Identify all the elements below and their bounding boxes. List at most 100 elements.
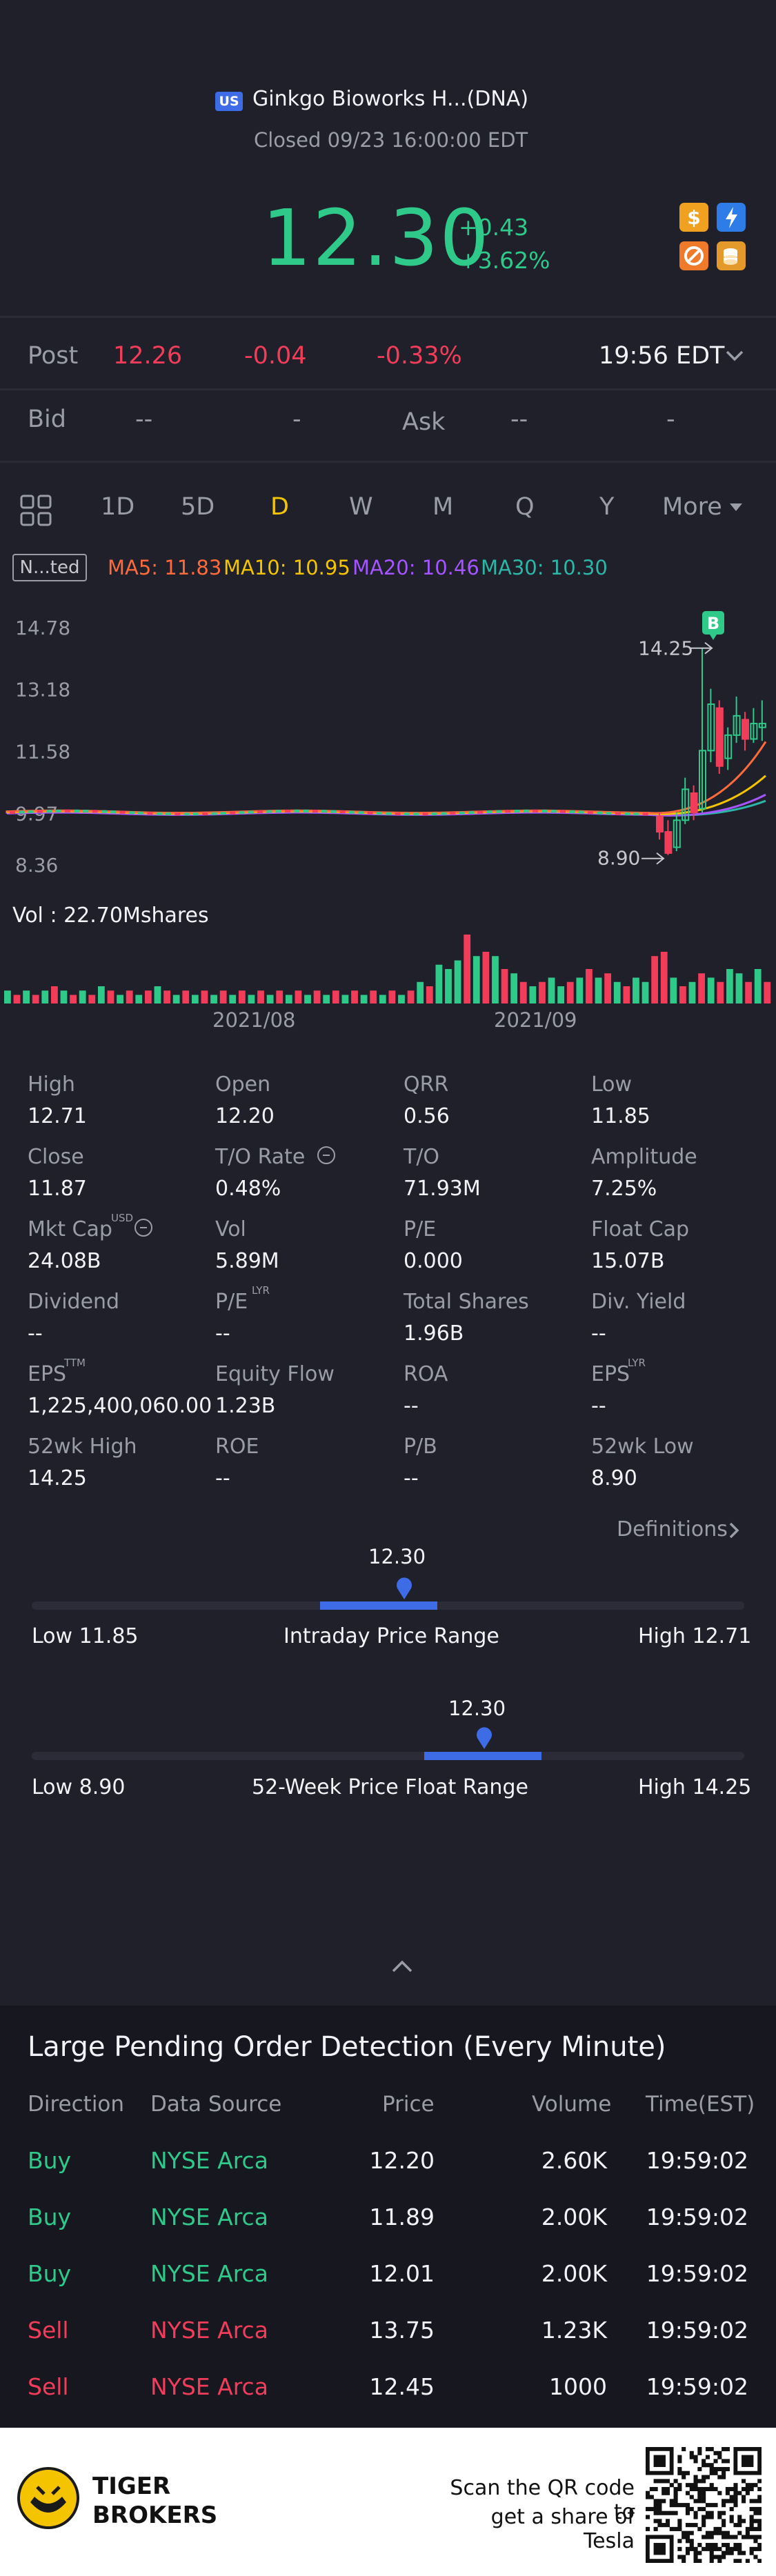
stat-label: P/E bbox=[215, 1290, 248, 1314]
volume-bar bbox=[154, 986, 161, 1004]
post-time[interactable]: 19:56 EDT bbox=[599, 342, 725, 370]
no-sign-icon[interactable] bbox=[679, 241, 708, 270]
info-icon[interactable] bbox=[135, 1219, 152, 1237]
candle bbox=[257, 810, 263, 814]
tab-more[interactable]: More bbox=[662, 493, 722, 521]
candle bbox=[477, 810, 484, 814]
volume-bar bbox=[341, 995, 349, 1004]
qr-module bbox=[677, 2555, 682, 2559]
col-volume: Volume bbox=[532, 2092, 612, 2117]
caret-down-icon[interactable] bbox=[728, 502, 744, 513]
candle bbox=[358, 811, 364, 815]
volume-bar bbox=[623, 986, 630, 1004]
qr-module bbox=[693, 2483, 698, 2488]
qr-module bbox=[713, 2526, 718, 2531]
candle bbox=[183, 812, 190, 816]
order-price: 12.45 bbox=[369, 2373, 435, 2400]
volume-bar bbox=[492, 956, 499, 1004]
qr-module bbox=[717, 2555, 722, 2559]
y-tick-label: 11.58 bbox=[15, 740, 70, 763]
qr-module bbox=[709, 2483, 714, 2488]
tab-w[interactable]: W bbox=[349, 493, 373, 521]
grid-menu-icon[interactable] bbox=[19, 494, 52, 527]
candle bbox=[450, 812, 456, 815]
qr-module bbox=[717, 2526, 722, 2531]
qr-module bbox=[661, 2490, 666, 2495]
volume-bar bbox=[276, 990, 283, 1004]
chevron-down-icon[interactable] bbox=[724, 348, 745, 364]
qr-module bbox=[737, 2523, 742, 2528]
adjustment-toggle[interactable]: N...ted bbox=[12, 554, 87, 581]
tab-1d[interactable]: 1D bbox=[101, 493, 135, 521]
qr-module bbox=[697, 2499, 702, 2504]
volume-bar bbox=[651, 956, 659, 1004]
qr-module bbox=[725, 2499, 730, 2504]
qr-module bbox=[717, 2559, 722, 2563]
dollar-icon[interactable]: $ bbox=[679, 203, 708, 232]
order-price: 12.20 bbox=[369, 2147, 435, 2174]
qr-module bbox=[646, 2506, 650, 2511]
info-icon[interactable] bbox=[317, 1146, 335, 1164]
qr-module bbox=[702, 2515, 706, 2519]
qr-module bbox=[722, 2510, 726, 2515]
buy-badge-pointer bbox=[710, 635, 717, 640]
qr-module bbox=[722, 2519, 726, 2524]
chevron-up-icon[interactable] bbox=[390, 1959, 414, 1974]
order-direction: Sell bbox=[28, 2373, 69, 2400]
qr-module bbox=[665, 2523, 670, 2528]
coins-icon[interactable] bbox=[717, 241, 746, 270]
tab-m[interactable]: M bbox=[432, 493, 454, 521]
qr-module bbox=[649, 2495, 654, 2499]
qr-module bbox=[725, 2466, 730, 2472]
candle bbox=[19, 810, 25, 814]
stat-label: Div. Yield bbox=[591, 1290, 686, 1314]
candle bbox=[74, 809, 80, 812]
stat-superscript: LYR bbox=[252, 1284, 270, 1297]
qr-module bbox=[697, 2450, 702, 2455]
volume-bar bbox=[595, 977, 602, 1004]
tab-q[interactable]: Q bbox=[515, 493, 535, 521]
stat-label: 52wk Low bbox=[591, 1435, 694, 1459]
order-direction: Buy bbox=[28, 2204, 72, 2230]
stat-value: 8.90 bbox=[591, 1466, 637, 1490]
qr-module bbox=[697, 2486, 702, 2492]
qr-module bbox=[657, 2519, 662, 2524]
definitions-link[interactable]: Definitions bbox=[617, 1517, 728, 1541]
tab-y[interactable]: Y bbox=[599, 493, 615, 521]
qr-code[interactable] bbox=[646, 2447, 762, 2563]
order-source: NYSE Arca bbox=[150, 2260, 268, 2287]
candle bbox=[156, 812, 162, 815]
qr-module bbox=[722, 2499, 726, 2504]
chevron-right-icon[interactable] bbox=[727, 1521, 741, 1540]
qr-module bbox=[693, 2515, 698, 2519]
qr-module bbox=[697, 2559, 702, 2563]
market-status: Closed 09/23 16:00:00 EDT bbox=[254, 128, 528, 152]
qr-module bbox=[717, 2546, 722, 2551]
candle bbox=[758, 723, 766, 728]
qr-module bbox=[737, 2550, 742, 2555]
stat-label: EPS bbox=[28, 1362, 67, 1386]
candle bbox=[750, 723, 758, 740]
lightning-icon[interactable] bbox=[717, 203, 746, 232]
qr-module bbox=[717, 2515, 722, 2519]
qr-module bbox=[661, 2486, 666, 2492]
qr-module bbox=[677, 2470, 682, 2475]
qr-module bbox=[685, 2530, 690, 2535]
candle bbox=[413, 812, 419, 816]
qr-module bbox=[717, 2475, 722, 2479]
post-label: Post bbox=[28, 342, 79, 370]
qr-module bbox=[673, 2479, 678, 2484]
col-time: Time(EST) bbox=[646, 2092, 755, 2117]
qr-module bbox=[713, 2530, 718, 2535]
order-price: 11.89 bbox=[369, 2204, 435, 2230]
qr-module bbox=[733, 2483, 738, 2488]
tab-d[interactable]: D bbox=[270, 493, 289, 521]
qr-module bbox=[725, 2530, 730, 2535]
pin-marker-icon bbox=[477, 1727, 492, 1749]
qr-module bbox=[725, 2486, 730, 2492]
stock-title[interactable]: Ginkgo Bioworks H...(DNA) bbox=[252, 87, 529, 111]
tab-5d[interactable]: 5D bbox=[181, 493, 215, 521]
volume-bar bbox=[707, 977, 715, 1004]
order-volume: 1.23K bbox=[541, 2317, 607, 2344]
